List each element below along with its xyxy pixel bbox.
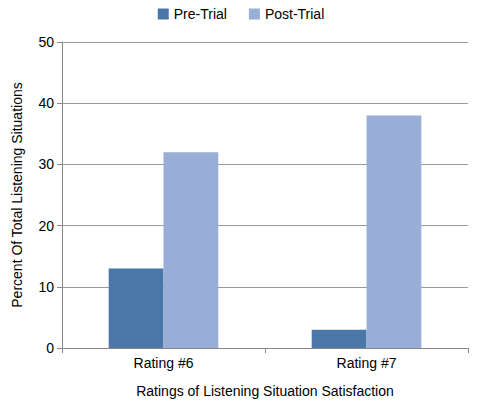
svg-text:Rating #7: Rating #7 [337,355,397,371]
svg-text:10: 10 [38,279,54,295]
svg-text:Post-Trial: Post-Trial [265,6,324,22]
svg-text:Pre-Trial: Pre-Trial [174,6,227,22]
svg-text:50: 50 [38,34,54,50]
svg-text:40: 40 [38,95,54,111]
svg-text:20: 20 [38,218,54,234]
svg-text:0: 0 [46,340,54,356]
svg-text:Ratings of Listening Situation: Ratings of Listening Situation Satisfact… [136,383,394,399]
svg-text:30: 30 [38,156,54,172]
svg-text:Percent Of Total Listening Sit: Percent Of Total Listening Situations [9,82,25,307]
svg-text:Rating #6: Rating #6 [134,355,194,371]
